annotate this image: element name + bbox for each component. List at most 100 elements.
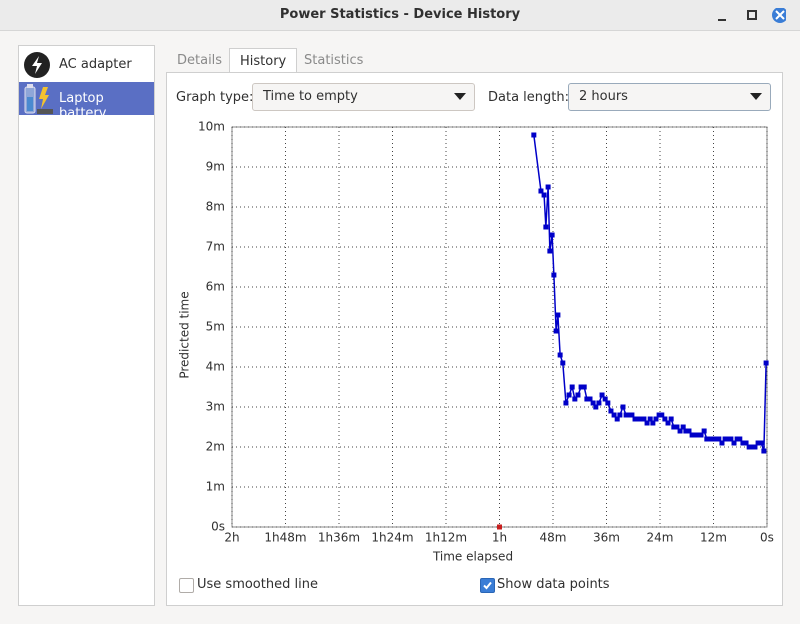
data-point (758, 440, 764, 446)
checkbox[interactable] (480, 578, 495, 593)
tab[interactable]: Statistics (304, 53, 364, 68)
data-point (626, 412, 632, 418)
data-point (578, 384, 584, 390)
data-point (599, 392, 605, 398)
data-point (551, 272, 557, 278)
data-point (563, 400, 569, 406)
data-point (555, 312, 561, 318)
y-axis-label: Predicted time (178, 291, 192, 378)
data-point (716, 436, 722, 442)
data-point (740, 440, 746, 446)
data-point (605, 400, 611, 406)
checkbox-label[interactable]: Use smoothed line (197, 577, 318, 592)
y-tick-label: 7m (206, 240, 225, 254)
data-point (641, 416, 647, 422)
y-tick-label: 8m (206, 200, 225, 214)
device-label: AC adapter (59, 57, 132, 72)
data-point (620, 404, 626, 410)
data-point (686, 428, 692, 434)
data-point (689, 432, 695, 438)
data-point (701, 428, 707, 434)
data-point (553, 328, 559, 334)
data-point (749, 444, 755, 450)
window-title: Power Statistics - Device History (279, 7, 521, 22)
data-point (647, 416, 653, 422)
data-point (632, 416, 638, 422)
tab-active[interactable]: History (229, 48, 298, 74)
data-point (737, 436, 743, 442)
data-point (602, 396, 608, 402)
combo-value: Time to empty (263, 89, 358, 104)
data-point (656, 412, 662, 418)
data-point (611, 412, 617, 418)
data-point (668, 416, 674, 422)
title-bar (0, 0, 800, 31)
data-point (569, 384, 575, 390)
device-list: AC adapter Laptop battery (18, 45, 155, 606)
checkbox-label[interactable]: Show data points (497, 577, 610, 592)
data-point (541, 192, 547, 198)
data-point (650, 420, 656, 426)
data-point (566, 392, 572, 398)
data-point (584, 396, 590, 402)
window-buttons[interactable] (716, 8, 786, 24)
data-point (538, 188, 544, 194)
data-point (755, 440, 761, 446)
data-point (549, 232, 555, 238)
x-axis-label: Time elapsed (432, 550, 513, 564)
device-item[interactable]: Laptop battery (19, 82, 154, 121)
data-point (746, 444, 752, 450)
y-tick-label: 2m (206, 440, 225, 454)
data-point (671, 424, 677, 430)
data-point (763, 360, 769, 366)
y-tick-label: 5m (206, 320, 225, 334)
data-point (752, 444, 758, 450)
x-tick-label: 1h48m (264, 531, 306, 545)
y-tick-label: 3m (206, 400, 225, 414)
y-tick-label: 6m (206, 280, 225, 294)
data-point (692, 432, 698, 438)
data-point (710, 436, 716, 442)
data-point (572, 396, 578, 402)
data-point (575, 392, 581, 398)
data-point (638, 416, 644, 422)
check-mark (483, 581, 492, 590)
x-tick-label: 1h24m (371, 531, 413, 545)
data-point (734, 436, 740, 442)
x-tick-label: 1h (492, 531, 507, 545)
data-point (713, 436, 719, 442)
data-point (623, 412, 629, 418)
data-point (593, 404, 599, 410)
data-point (547, 248, 553, 254)
y-tick-label: 4m (206, 360, 225, 374)
data-point (704, 436, 710, 442)
data-point (731, 440, 737, 446)
y-tick-label: 10m (198, 120, 225, 134)
data-point (680, 424, 686, 430)
data-point (581, 384, 587, 390)
checkbox[interactable] (179, 578, 194, 593)
data-point (644, 420, 650, 426)
data-point (545, 184, 551, 190)
device-label: Laptop battery (59, 91, 107, 121)
data-point (722, 436, 728, 442)
data-point (659, 412, 665, 418)
data-point (543, 224, 549, 230)
x-tick-label: 12m (700, 531, 727, 545)
data-length-combo[interactable]: 2 hours (568, 83, 771, 111)
data-point (665, 420, 671, 426)
device-item[interactable]: AC adapter (19, 48, 154, 81)
data-point (719, 440, 725, 446)
data-point (653, 416, 659, 422)
data-point (587, 396, 593, 402)
data-point (698, 432, 704, 438)
data-point (497, 524, 502, 530)
data-point (707, 436, 713, 442)
combo-value: 2 hours (579, 89, 628, 104)
tab[interactable]: Details (177, 53, 223, 68)
data-point (560, 360, 566, 366)
data-point (531, 132, 537, 138)
graph-type-combo[interactable]: Time to empty (252, 83, 475, 111)
